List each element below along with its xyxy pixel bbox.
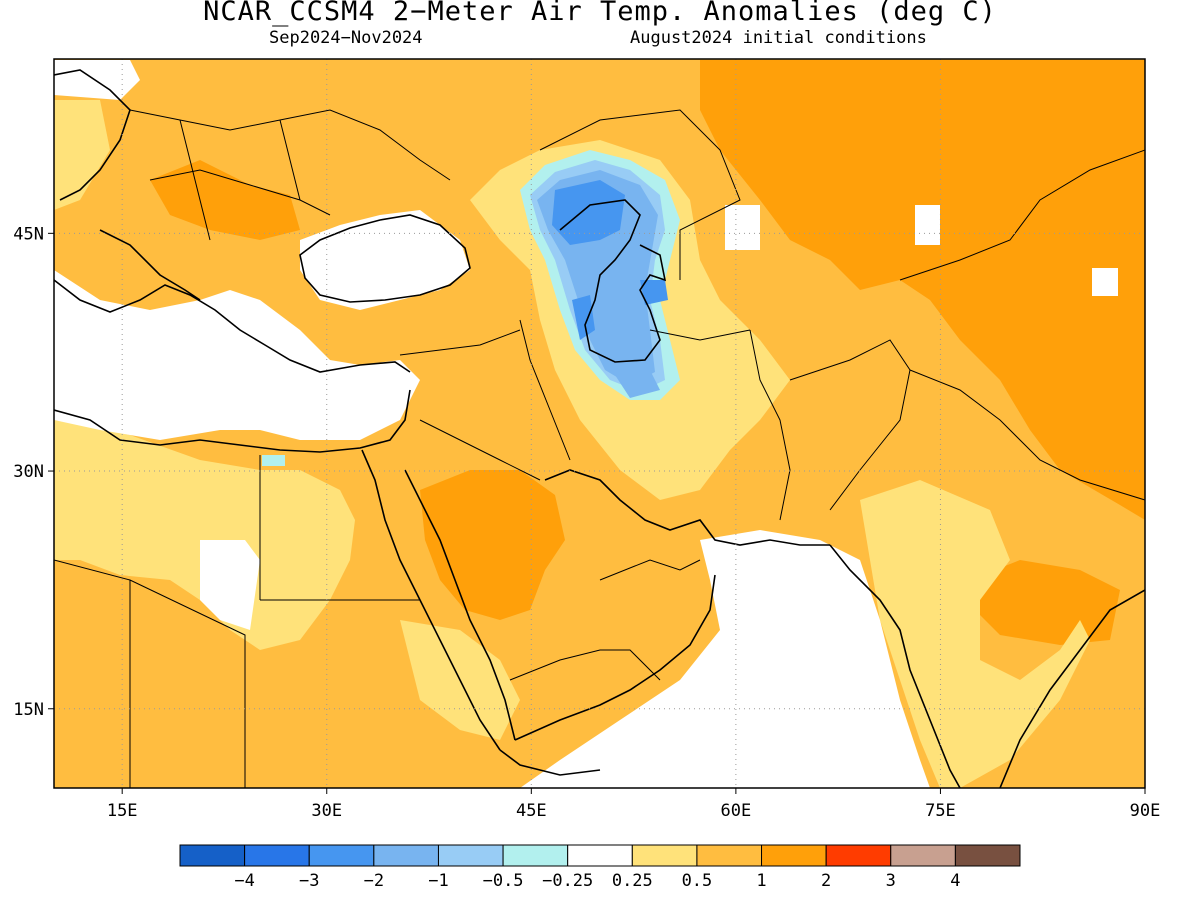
field-anomaly-0.25-0.5-africa (54, 420, 355, 650)
field-near-zero-egypt (200, 540, 260, 630)
field-anomaly-neg-0.25-egypt (262, 455, 285, 466)
coast-india-east (999, 589, 1145, 788)
legend-swatch (502, 844, 569, 867)
legend-label: −2 (364, 871, 384, 891)
map-frame (53, 58, 1146, 789)
border-eu-2 (149, 169, 331, 216)
longitude-axis: 15E 30E 45E 60E 75E 90E (107, 788, 1161, 821)
graticule (54, 59, 1145, 788)
border-turkey-syria (399, 329, 521, 356)
border-saudi-oman (599, 559, 701, 581)
legend-swatch (437, 844, 504, 867)
field-anomaly-0.25-0.5-india (860, 480, 1090, 788)
legend-swatch (825, 844, 892, 867)
field-near-zero-kazakh2 (725, 205, 760, 250)
legend-swatch (761, 844, 827, 867)
coast-persian-gulf (544, 469, 830, 546)
field-anomaly-neg-2-caspian-east (640, 280, 668, 305)
field-near-zero-indian-ocean (520, 530, 930, 788)
legend-swatch (567, 844, 633, 867)
field-near-zero-mediterranean (54, 270, 420, 440)
legend-label: 3 (886, 871, 896, 891)
border-turkmenistan (649, 329, 751, 341)
legend-label: 0.25 (612, 871, 653, 891)
field-anomaly-1-2-europe (150, 160, 300, 240)
lat-tick-label: 45N (13, 224, 44, 244)
legend-label: 4 (950, 871, 960, 891)
lon-tick-label: 90E (1130, 801, 1161, 821)
lat-tick-label: 30N (13, 462, 44, 482)
field-anomaly-neg-1-iran (615, 370, 660, 398)
legend-label: −0.5 (483, 871, 524, 891)
field-near-zero-china (1092, 268, 1118, 296)
legend-swatch (373, 844, 439, 867)
legend-label: 2 (821, 871, 831, 891)
border-eu-1 (129, 109, 451, 181)
border-kazakh (539, 109, 741, 280)
field-anomaly-neg-2-caspian (552, 180, 625, 245)
legend-swatch (954, 844, 1021, 867)
lon-tick-label: 30E (311, 801, 342, 821)
border-yemen-saudi (509, 649, 661, 681)
initial-conditions: August2024 initial conditions (630, 28, 927, 48)
legend-swatch (308, 844, 375, 867)
legend-label: −0.25 (542, 871, 593, 891)
lon-tick-label: 60E (721, 801, 752, 821)
border-iraq-saudi (419, 419, 541, 481)
legend-swatch (696, 844, 763, 867)
border-eu-4 (279, 119, 301, 201)
legend-label: 1 (756, 871, 766, 891)
field-anomaly-1-2-central-asia (700, 60, 1145, 520)
lon-tick-label: 75E (925, 801, 956, 821)
legend-swatches (179, 844, 1021, 867)
legend-labels: −4 −3 −2 −1 −0.5 −0.25 0.25 0.5 1 2 3 4 (234, 871, 960, 891)
field-near-zero-black-sea (300, 210, 470, 310)
legend-label: −4 (234, 871, 254, 891)
legend-label: 0.5 (682, 871, 713, 891)
coast-europe-west (54, 69, 131, 201)
legend-label: −3 (299, 871, 319, 891)
map-fields (54, 59, 1145, 788)
border-eu-3 (179, 119, 211, 241)
border-iran-afghan (749, 329, 791, 521)
coast-africa-horn (499, 749, 601, 776)
legend-label: −1 (428, 871, 448, 891)
field-anomaly-neg-2-caspian-south (572, 295, 595, 340)
border-china-kazakh (899, 149, 1145, 281)
lat-tick-label: 15N (13, 700, 44, 720)
border-iran-iraq (519, 319, 571, 461)
chart-title: NCAR_CCSM4 2−Meter Air Temp. Anomalies (… (203, 0, 997, 27)
field-anomaly-1-2-india (970, 560, 1120, 645)
coast-mediterranean-south (54, 389, 411, 453)
border-libya-chad (54, 559, 246, 788)
coastlines (54, 69, 1145, 788)
border-india-china (909, 369, 1145, 501)
legend-swatch (631, 844, 698, 867)
coast-adriatic (99, 229, 201, 301)
legend-swatch (890, 844, 956, 867)
field-anomaly-0.25-0.5-europe (54, 100, 110, 210)
coast-mediterranean-north (54, 279, 411, 373)
latitude-axis: 45N 30N 15N (13, 224, 54, 720)
borders (54, 109, 1145, 788)
lon-tick-label: 15E (107, 801, 138, 821)
coast-india-west (829, 544, 961, 788)
field-near-zero-north (54, 60, 140, 100)
coast-black-sea (299, 214, 471, 303)
lon-tick-label: 45E (516, 801, 547, 821)
legend-swatch (244, 844, 310, 867)
field-near-zero-kazakh (915, 205, 940, 245)
legend-swatch (179, 844, 246, 867)
coast-arabia-south (514, 574, 716, 741)
coast-caspian (559, 199, 667, 363)
coast-red-sea-east (404, 469, 516, 741)
forecast-period: Sep2024−Nov2024 (269, 28, 423, 48)
